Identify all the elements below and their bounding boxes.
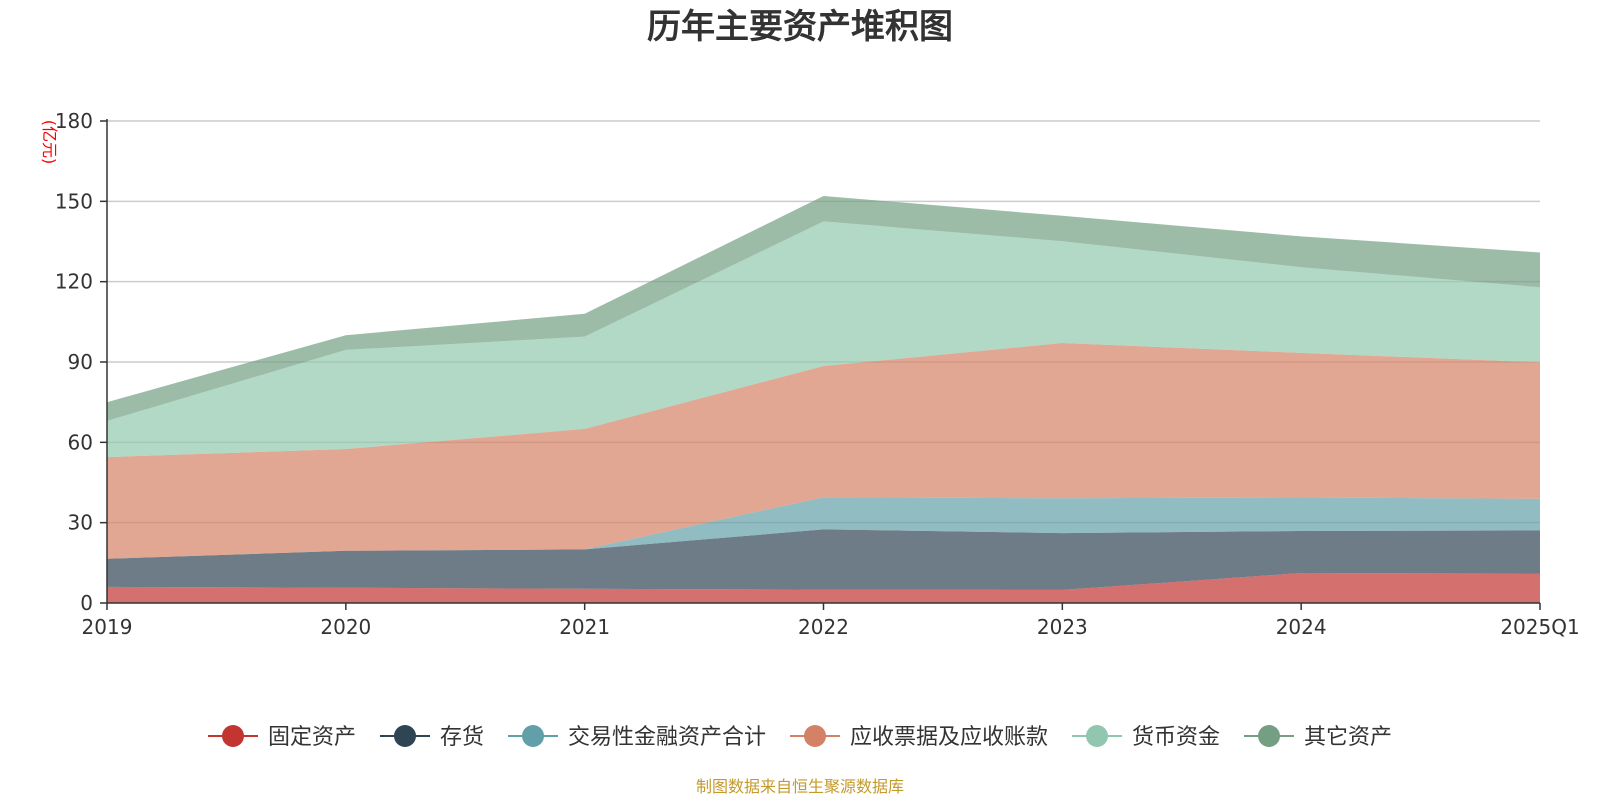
- y-tick-labels: 0 30 60 90 120 150 180: [55, 109, 93, 615]
- y-tick-label: 60: [68, 430, 93, 454]
- legend-label: 其它资产: [1304, 725, 1392, 750]
- x-tick-label: 2025Q1: [1500, 615, 1579, 639]
- area-series-5: [107, 221, 1540, 458]
- legend-marker: [1258, 725, 1280, 747]
- area-series-1: [107, 573, 1540, 603]
- legend-item[interactable]: 其它资产: [1244, 725, 1392, 750]
- legend-item[interactable]: 固定资产: [208, 725, 356, 750]
- y-tick-label: 30: [68, 511, 93, 535]
- legend-marker: [394, 725, 416, 747]
- x-tick-label: 2023: [1037, 615, 1088, 639]
- legend-marker: [222, 725, 244, 747]
- area-series-2: [107, 529, 1540, 590]
- legend: 固定资产 存货 交易性金融资产合计 应收票据及应收账款 货币资金 其它资产: [208, 725, 1392, 750]
- y-tick-label: 0: [80, 591, 93, 615]
- area-series-6: [107, 196, 1540, 421]
- legend-item[interactable]: 存货: [380, 725, 484, 750]
- chart-title: 历年主要资产堆积图: [647, 7, 953, 47]
- x-tick-label: 2024: [1276, 615, 1327, 639]
- legend-item[interactable]: 应收票据及应收账款: [790, 725, 1048, 750]
- legend-label: 应收票据及应收账款: [850, 725, 1048, 750]
- legend-label: 固定资产: [268, 725, 356, 750]
- legend-item[interactable]: 交易性金融资产合计: [508, 725, 766, 750]
- legend-label: 交易性金融资产合计: [568, 725, 766, 750]
- source-note: 制图数据来自恒生聚源数据库: [696, 777, 904, 796]
- legend-marker: [1086, 725, 1108, 747]
- legend-item[interactable]: 货币资金: [1072, 725, 1220, 750]
- x-tick-label: 2022: [798, 615, 849, 639]
- y-tick-label: 150: [55, 189, 93, 213]
- legend-label: 存货: [440, 725, 484, 750]
- x-tick-label: 2021: [559, 615, 610, 639]
- x-tick-label: 2019: [82, 615, 133, 639]
- legend-label: 货币资金: [1132, 725, 1220, 750]
- y-axis-unit-label: (亿元): [40, 120, 59, 165]
- y-tick-label: 180: [55, 109, 93, 133]
- x-tick-labels: 2019 2020 2021 2022 2023 2024 2025Q1: [82, 615, 1580, 639]
- y-tick-label: 120: [55, 270, 93, 294]
- y-tick-label: 90: [68, 350, 93, 374]
- area-series-4: [107, 343, 1540, 559]
- x-tick-label: 2020: [320, 615, 371, 639]
- axes: [100, 119, 1541, 610]
- area-series-3: [107, 497, 1540, 559]
- legend-marker: [804, 725, 826, 747]
- legend-marker: [522, 725, 544, 747]
- area-series: [107, 196, 1540, 603]
